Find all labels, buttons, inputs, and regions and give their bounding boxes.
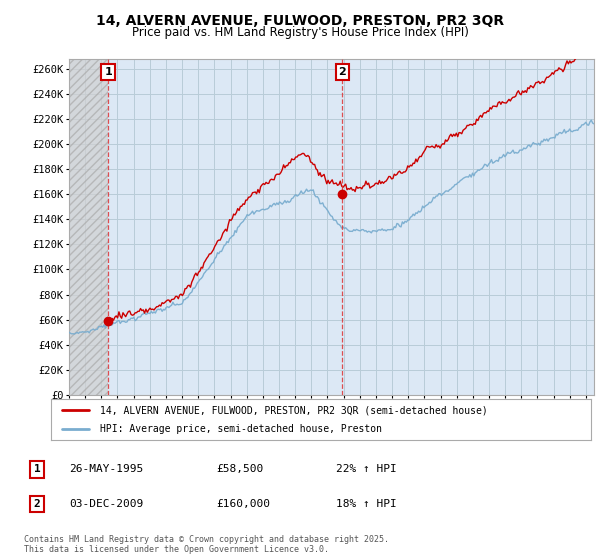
Text: Contains HM Land Registry data © Crown copyright and database right 2025.: Contains HM Land Registry data © Crown c… — [24, 535, 389, 544]
Text: 2: 2 — [34, 499, 41, 509]
Text: 1: 1 — [34, 464, 41, 474]
Bar — [69, 59, 108, 395]
Text: 26-MAY-1995: 26-MAY-1995 — [69, 464, 143, 474]
Text: HPI: Average price, semi-detached house, Preston: HPI: Average price, semi-detached house,… — [100, 424, 382, 435]
Text: 22% ↑ HPI: 22% ↑ HPI — [336, 464, 397, 474]
Text: 03-DEC-2009: 03-DEC-2009 — [69, 499, 143, 509]
Text: 18% ↑ HPI: 18% ↑ HPI — [336, 499, 397, 509]
Text: £58,500: £58,500 — [216, 464, 263, 474]
Text: 1: 1 — [104, 67, 112, 77]
Text: Price paid vs. HM Land Registry's House Price Index (HPI): Price paid vs. HM Land Registry's House … — [131, 26, 469, 39]
Text: £160,000: £160,000 — [216, 499, 270, 509]
Text: 14, ALVERN AVENUE, FULWOOD, PRESTON, PR2 3QR (semi-detached house): 14, ALVERN AVENUE, FULWOOD, PRESTON, PR2… — [100, 405, 487, 415]
Text: 14, ALVERN AVENUE, FULWOOD, PRESTON, PR2 3QR: 14, ALVERN AVENUE, FULWOOD, PRESTON, PR2… — [96, 14, 504, 28]
Text: This data is licensed under the Open Government Licence v3.0.: This data is licensed under the Open Gov… — [24, 545, 329, 554]
Text: 2: 2 — [338, 67, 346, 77]
